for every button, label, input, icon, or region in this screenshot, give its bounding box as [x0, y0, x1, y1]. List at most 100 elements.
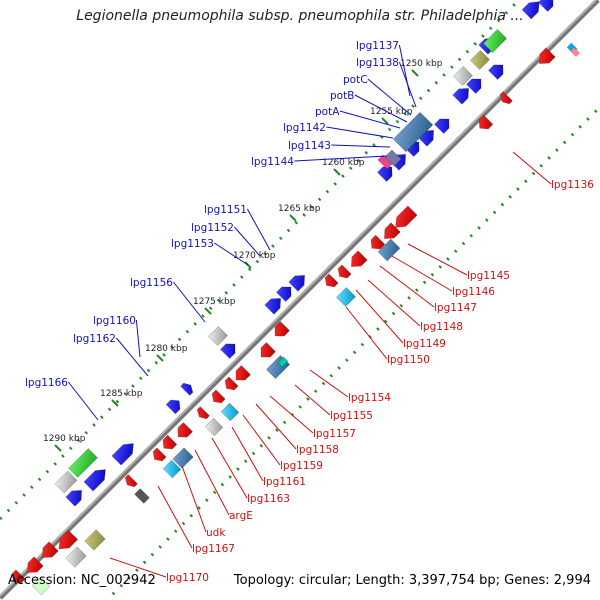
tick-mark [289, 214, 297, 222]
reverse-gene-label: lpg1154 [348, 392, 391, 404]
reverse-gene-label: lpg1149 [403, 338, 446, 350]
feature-box [220, 402, 240, 422]
feature-box [569, 46, 581, 58]
reverse-gene-label: lpg1158 [296, 444, 339, 456]
gene-glyph [83, 469, 106, 492]
label-leader-line [68, 381, 99, 421]
label-leader-line [367, 279, 421, 327]
tick-mark [111, 399, 119, 407]
gene-glyph [260, 342, 276, 358]
gene-glyph [337, 264, 352, 279]
feature-box [470, 50, 490, 70]
label-leader-line [214, 242, 249, 266]
tick-label: 1270 kbp [233, 251, 276, 261]
gene-glyph [384, 222, 401, 239]
label-leader-line [309, 369, 349, 398]
reverse-gene-label: lpg1136 [551, 179, 594, 191]
map-title: Legionella pneumophila subsp. pneumophil… [76, 8, 524, 24]
tick-label: 1265 kbp [278, 204, 321, 214]
label-leader-line [181, 465, 207, 533]
label-leader-line [116, 337, 149, 377]
label-leader-line [109, 557, 167, 578]
label-leader-line [157, 485, 193, 549]
feature-box [68, 448, 98, 478]
gene-glyph [288, 275, 305, 292]
feature-box [392, 111, 434, 153]
gene-glyph [220, 343, 236, 359]
feature-box [84, 529, 106, 551]
reverse-gene-label: lpg1150 [387, 354, 430, 366]
forward-gene-label: lpg1144 [251, 156, 294, 168]
tick-mark [333, 168, 341, 176]
tick-label: 1275 kbp [193, 297, 236, 307]
tick-mark [54, 444, 62, 452]
gene-glyph [124, 474, 138, 488]
gene-glyph [521, 1, 540, 20]
gene-glyph [274, 321, 290, 337]
reverse-gene-label: lpg1157 [313, 428, 356, 440]
gene-glyph [65, 490, 82, 507]
summary-text: Topology: circular; Length: 3,397,754 bp… [233, 573, 591, 588]
reverse-gene-label: lpg1147 [434, 302, 477, 314]
label-leader-line [194, 449, 230, 516]
feature-box [204, 417, 224, 437]
gene-glyph [499, 91, 513, 105]
gene-glyph [27, 556, 44, 573]
gene-glyph [211, 389, 226, 404]
reverse-gene-label: argE [229, 510, 253, 522]
forward-gene-label: lpg1162 [73, 333, 116, 345]
gene-glyph [434, 118, 450, 134]
tick-label: 1255 kbp [370, 107, 413, 117]
forward-gene-label: lpg1138 [356, 57, 399, 69]
label-leader-line [173, 281, 206, 323]
feature-box [162, 459, 182, 479]
reverse-gene-label: lpg1163 [247, 493, 290, 505]
gene-glyph [165, 399, 181, 415]
label-leader-line [331, 144, 391, 148]
gene-glyph [276, 286, 292, 302]
label-leader-line [246, 208, 271, 251]
label-leader-line [339, 110, 401, 129]
gene-glyph [196, 406, 210, 420]
gene-glyph [538, 0, 554, 12]
feature-box [265, 354, 291, 380]
label-leader-line [234, 226, 261, 257]
reverse-gene-label: lpg1167 [192, 543, 235, 555]
feature-box [377, 238, 401, 262]
label-leader-line [398, 44, 411, 97]
tick-mark [156, 354, 164, 362]
gene-glyph [377, 166, 393, 182]
inner-dotted-ring [104, 105, 600, 600]
reverse-gene-label: lpg1146 [452, 286, 495, 298]
label-leader-line [269, 395, 314, 434]
gene-glyph [539, 47, 556, 64]
label-leader-line [345, 306, 388, 360]
label-leader-line [255, 403, 297, 450]
reverse-gene-label: udk [206, 527, 226, 539]
forward-gene-label: lpg1160 [93, 315, 136, 327]
label-leader-line [135, 319, 141, 358]
tick-label: 1260 kbp [322, 158, 365, 168]
forward-gene-label: potA [315, 106, 340, 118]
label-leader-line [355, 289, 404, 344]
feature-box [172, 447, 194, 469]
reverse-gene-label: lpg1159 [280, 460, 323, 472]
gene-glyph [162, 434, 178, 450]
label-leader-line [398, 61, 417, 108]
reverse-gene-label: lpg1148 [420, 321, 463, 333]
tick-label: 1280 kbp [145, 344, 188, 354]
gene-glyph [180, 382, 194, 396]
forward-gene-label: lpg1166 [25, 377, 68, 389]
forward-gene-label: lpg1143 [288, 140, 331, 152]
label-leader-line [231, 426, 264, 482]
forward-gene-label: lpg1137 [356, 40, 399, 52]
forward-gene-label: potC [343, 74, 368, 86]
feature-box [208, 326, 228, 346]
forward-gene-label: lpg1152 [191, 222, 234, 234]
label-leader-line [391, 255, 453, 292]
label-leader-line [242, 414, 281, 466]
label-leader-line [367, 78, 412, 116]
gene-glyph [370, 234, 386, 250]
